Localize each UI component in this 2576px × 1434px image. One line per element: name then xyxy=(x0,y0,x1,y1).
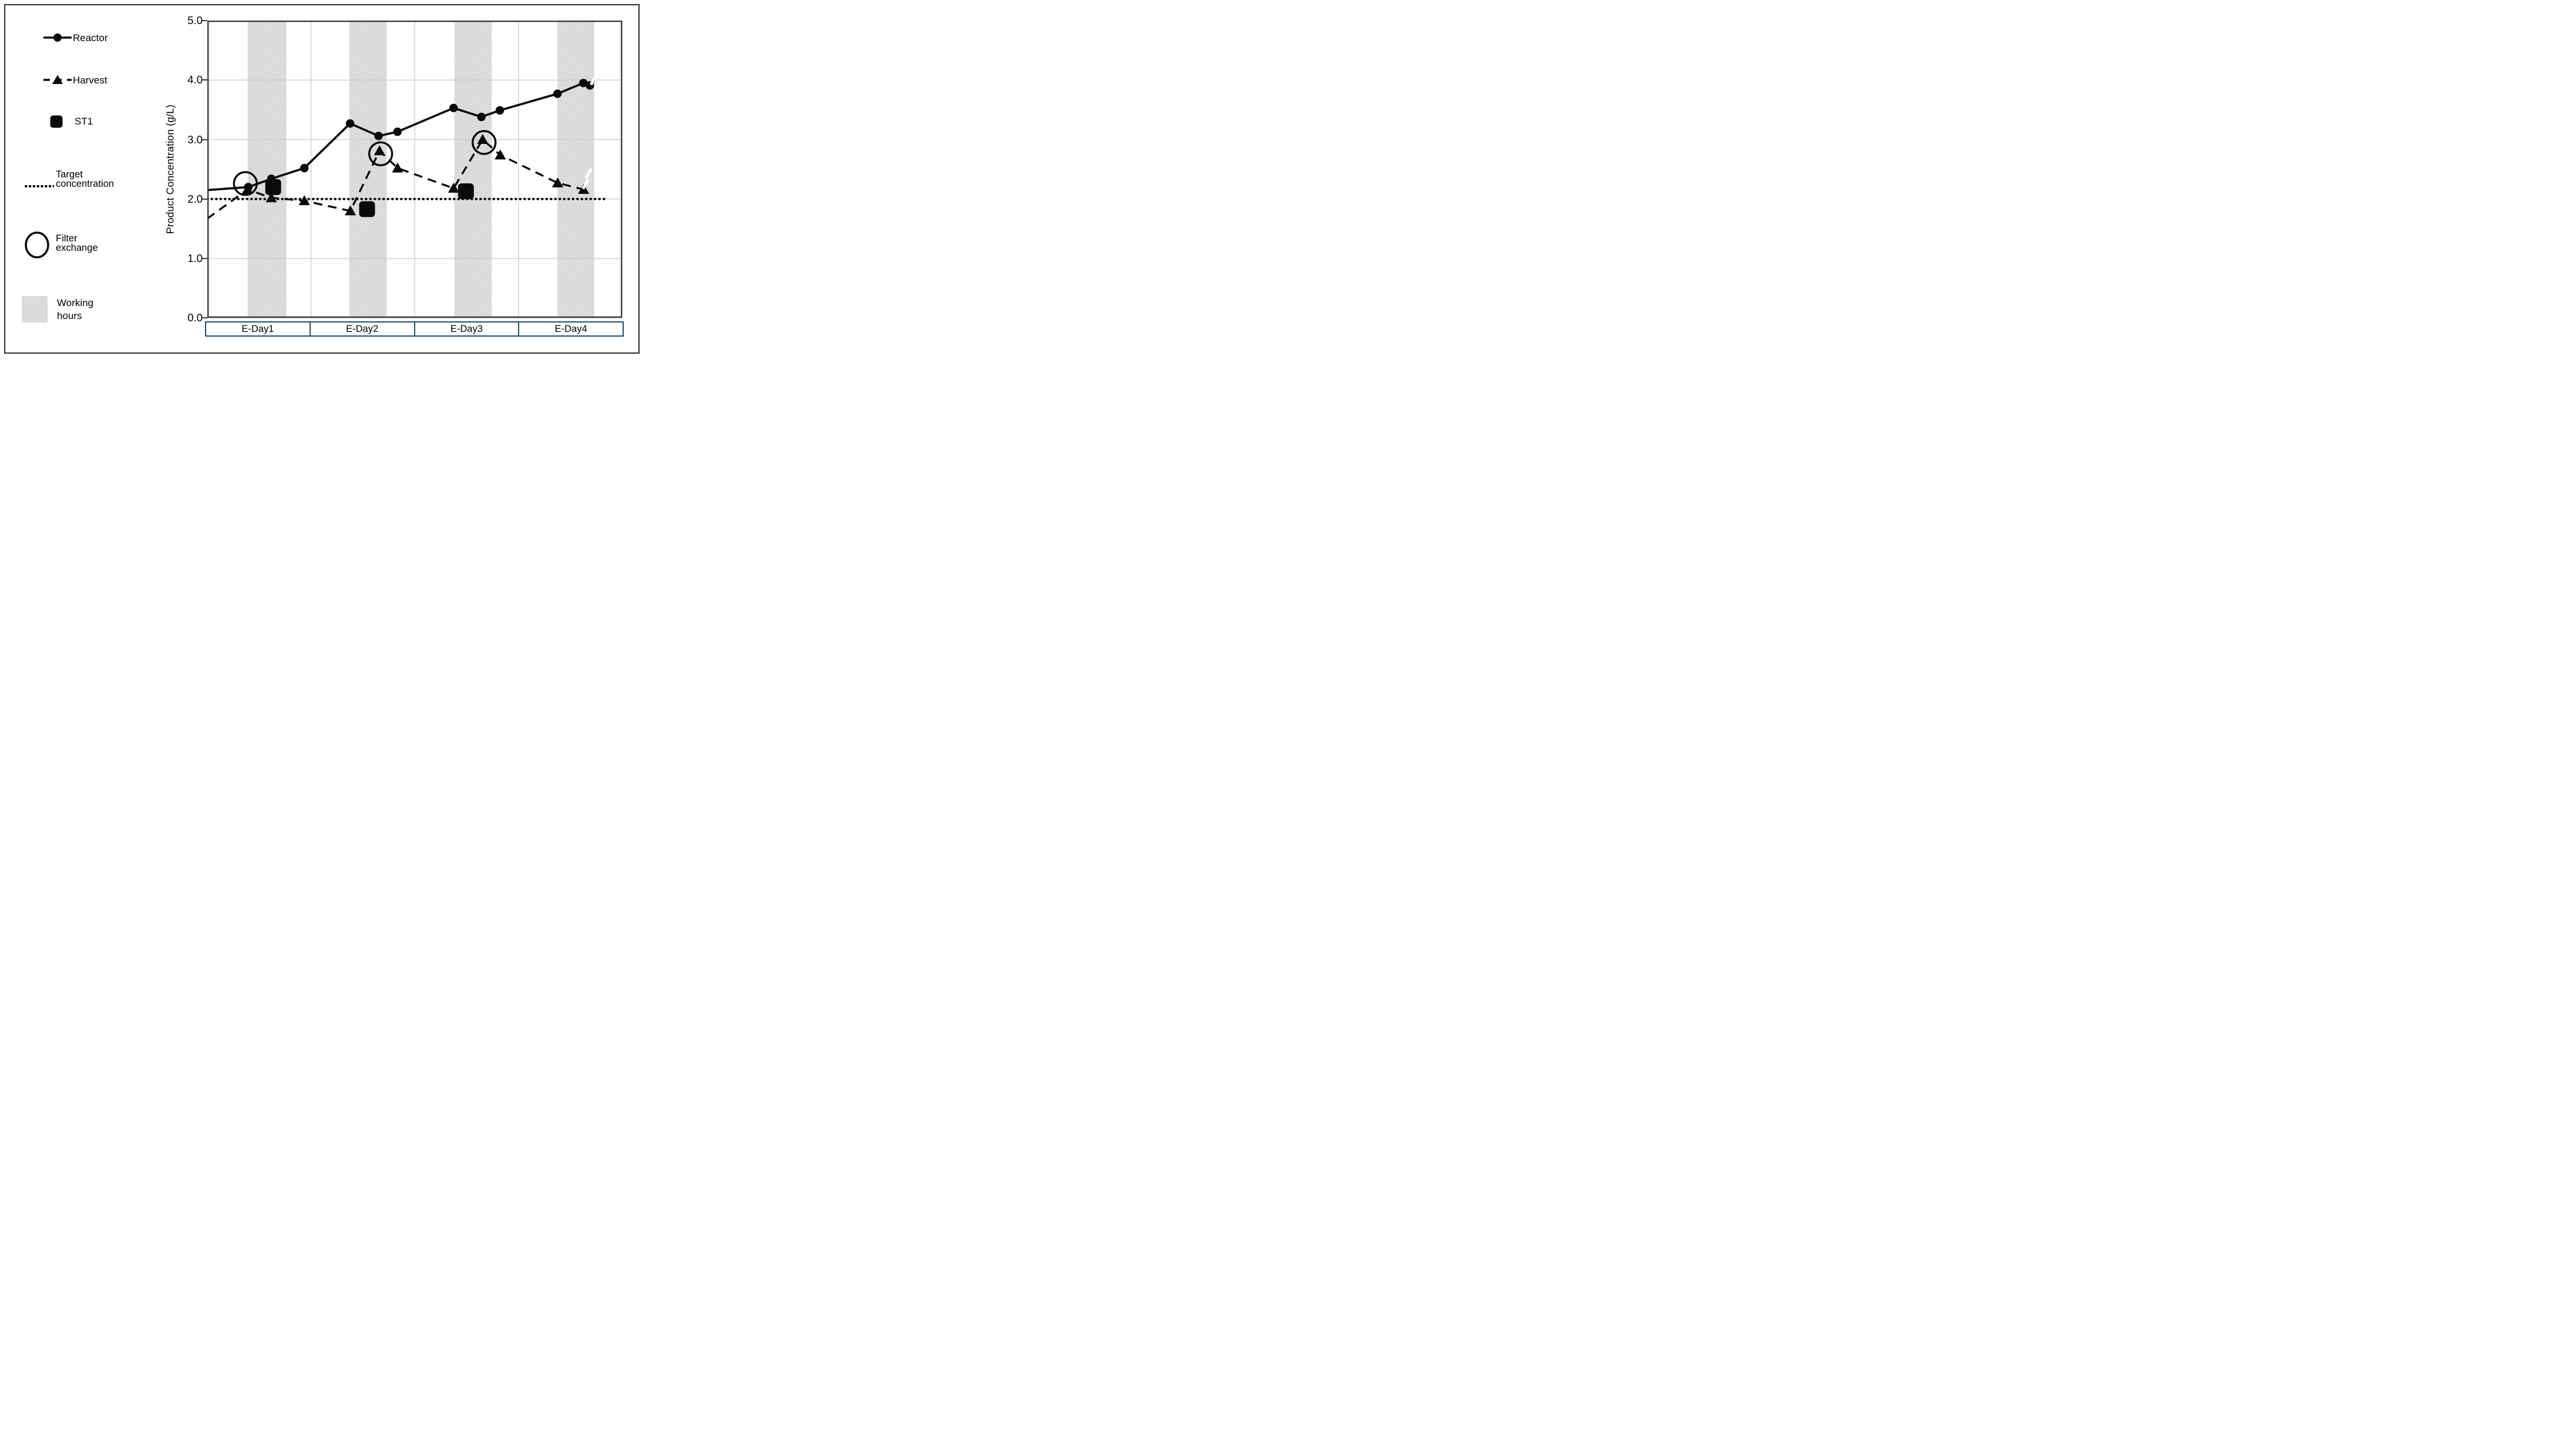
working-hours-band xyxy=(454,21,492,318)
reactor-marker xyxy=(579,79,588,88)
reactor-marker xyxy=(393,127,402,136)
reactor-marker xyxy=(374,132,383,140)
y-tick-mark xyxy=(202,139,207,140)
st1-marker xyxy=(359,201,375,217)
reactor-line xyxy=(207,80,596,192)
y-tick-mark xyxy=(202,317,207,319)
plot-area xyxy=(207,21,623,318)
harvest-marker xyxy=(265,192,277,203)
harvest-marker xyxy=(477,134,489,144)
legend-label-target-concentration: Target concentration xyxy=(56,169,115,189)
harvest-marker xyxy=(345,205,357,216)
day-label-e-day2: E-Day2 xyxy=(309,321,415,337)
y-tick-mark xyxy=(202,258,207,259)
harvest-marker xyxy=(374,145,385,156)
y-tick-mark xyxy=(202,79,207,81)
working-hours-band xyxy=(247,21,287,318)
day-label-e-day4: E-Day4 xyxy=(518,321,624,337)
white-slash-artifact xyxy=(589,75,598,86)
day-label-e-day3: E-Day3 xyxy=(413,321,520,337)
white-slash-artifact xyxy=(584,167,593,179)
working-hours-band xyxy=(557,21,594,318)
harvest-marker xyxy=(495,149,506,160)
y-axis-title: Product Concentration (g/L) xyxy=(164,104,176,234)
legend-label-filter-exchange: Filter exchange xyxy=(56,233,98,253)
y-tick-mark xyxy=(202,198,207,200)
legend-label-st1: ST1 xyxy=(75,116,93,127)
filter-exchange-circle xyxy=(472,130,497,155)
reactor-line-dot-icon xyxy=(43,32,72,46)
working-hours-band xyxy=(349,21,387,318)
y-tick-label: 2.0 xyxy=(187,192,203,205)
filter-exchange-circle xyxy=(368,141,394,167)
harvest-line xyxy=(207,137,584,220)
st1-square-icon xyxy=(50,115,63,131)
y-tick-label: 1.0 xyxy=(187,252,203,264)
legend-label-working-hours: Working hours xyxy=(57,297,94,321)
x-axis-day-boxes: E-Day1 E-Day2 E-Day3 E-Day4 xyxy=(205,321,624,337)
open-circle-icon xyxy=(24,231,50,261)
harvest-marker xyxy=(298,195,310,206)
y-tick-label: 0.0 xyxy=(187,311,203,324)
day-label-e-day1: E-Day1 xyxy=(205,321,311,337)
harvest-marker xyxy=(448,183,459,193)
reactor-marker xyxy=(449,103,458,113)
harvest-dash-triangle-icon xyxy=(43,75,72,88)
reactor-marker xyxy=(345,119,355,128)
y-tick-mark xyxy=(202,20,207,21)
st1-marker xyxy=(458,183,474,200)
reactor-marker xyxy=(244,183,253,192)
filter-exchange-circle xyxy=(233,171,258,196)
y-tick-label: 3.0 xyxy=(187,133,203,146)
reactor-marker xyxy=(495,106,505,115)
dotted-line-icon xyxy=(25,182,55,192)
chart-figure: Reactor Harvest ST1 xyxy=(0,0,644,358)
harvest-marker xyxy=(392,162,403,173)
y-tick-label: 4.0 xyxy=(187,73,203,86)
reactor-marker xyxy=(477,112,486,122)
harvest-marker xyxy=(551,177,563,187)
legend-label-harvest: Harvest xyxy=(73,75,107,86)
y-tick-label: 5.0 xyxy=(187,14,203,26)
shaded-square-icon xyxy=(22,296,48,325)
white-slash-artifact xyxy=(581,179,590,190)
reactor-marker xyxy=(300,163,309,173)
legend-label-reactor: Reactor xyxy=(73,32,108,43)
reactor-marker xyxy=(553,89,562,98)
st1-marker xyxy=(265,179,281,195)
